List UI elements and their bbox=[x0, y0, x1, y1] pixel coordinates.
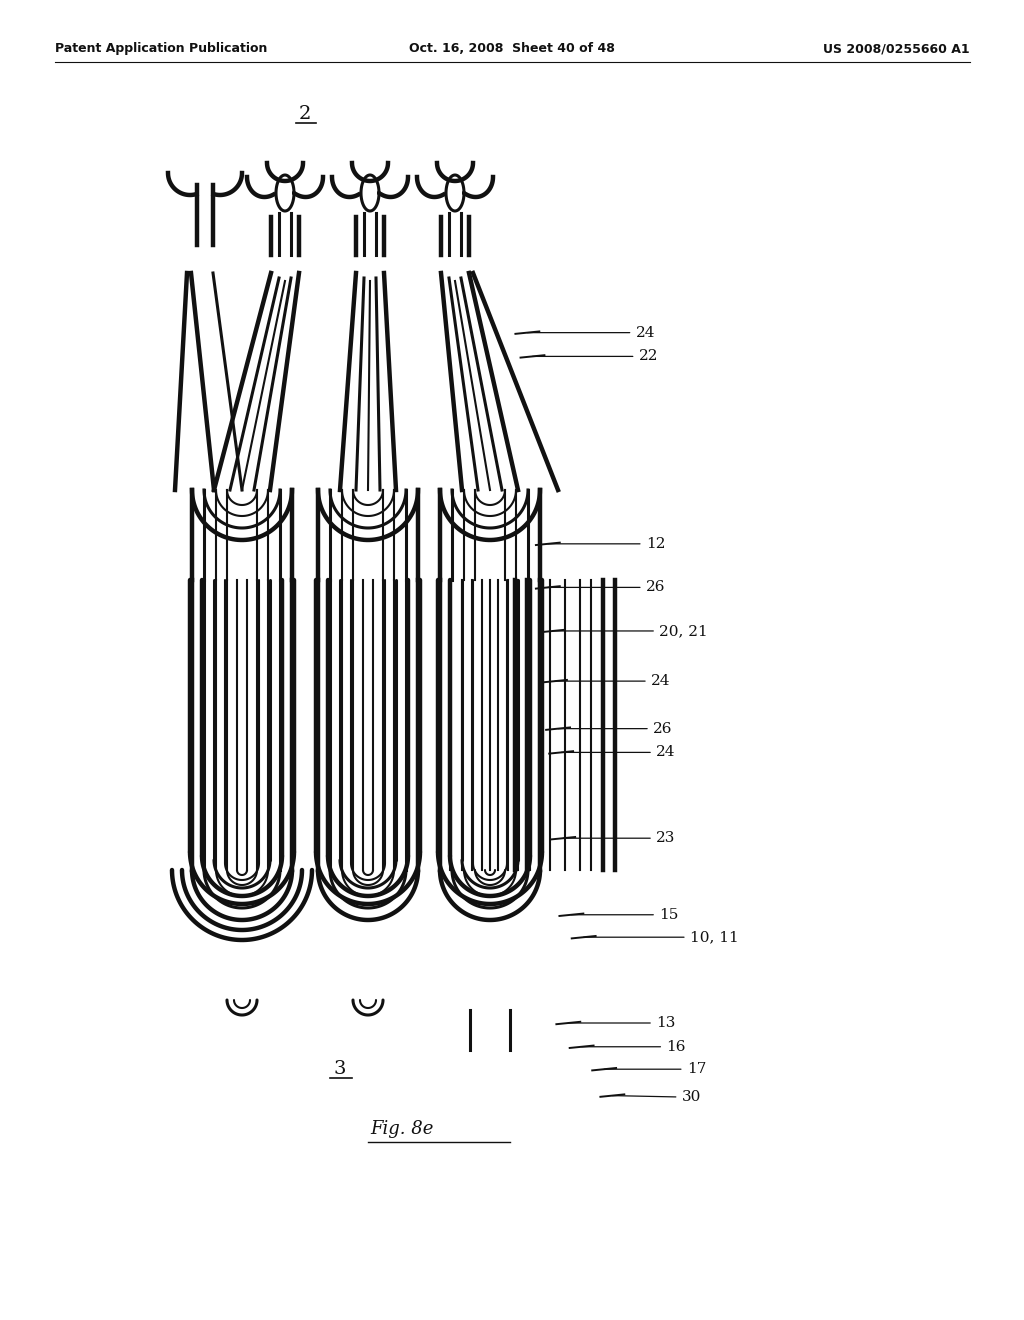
Text: US 2008/0255660 A1: US 2008/0255660 A1 bbox=[823, 42, 970, 55]
Text: 3: 3 bbox=[334, 1060, 346, 1078]
Text: 24: 24 bbox=[656, 746, 676, 759]
Text: 20, 21: 20, 21 bbox=[659, 624, 708, 638]
Text: 17: 17 bbox=[687, 1063, 707, 1076]
Text: Oct. 16, 2008  Sheet 40 of 48: Oct. 16, 2008 Sheet 40 of 48 bbox=[409, 42, 615, 55]
Text: 30: 30 bbox=[682, 1090, 701, 1104]
Text: 26: 26 bbox=[646, 581, 666, 594]
Text: 23: 23 bbox=[656, 832, 676, 845]
Text: 10, 11: 10, 11 bbox=[690, 931, 738, 944]
Text: Fig. 8e: Fig. 8e bbox=[370, 1119, 433, 1138]
Text: 2: 2 bbox=[299, 106, 311, 123]
Text: 24: 24 bbox=[651, 675, 671, 688]
Text: 26: 26 bbox=[653, 722, 673, 735]
Text: Patent Application Publication: Patent Application Publication bbox=[55, 42, 267, 55]
Text: 24: 24 bbox=[636, 326, 655, 339]
Text: 22: 22 bbox=[639, 350, 658, 363]
Text: 13: 13 bbox=[656, 1016, 676, 1030]
Text: 12: 12 bbox=[646, 537, 666, 550]
Text: 16: 16 bbox=[667, 1040, 686, 1053]
Text: 15: 15 bbox=[659, 908, 679, 921]
